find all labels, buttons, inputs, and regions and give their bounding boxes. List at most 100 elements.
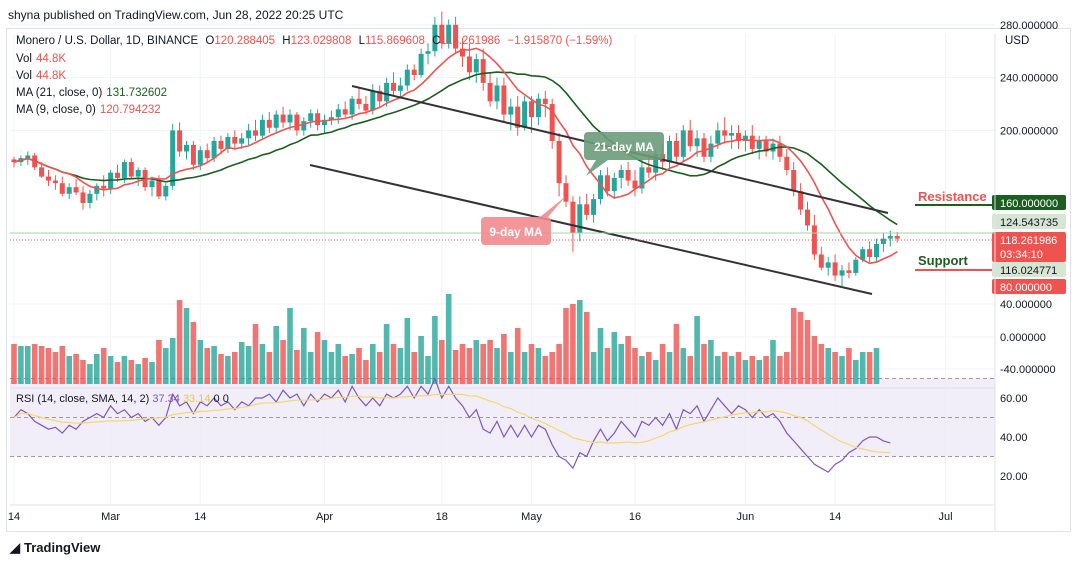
volume-bar	[735, 352, 742, 384]
volume-bar	[411, 352, 417, 384]
volume-bar	[18, 346, 24, 384]
candles	[11, 11, 900, 287]
candle-body	[687, 130, 693, 147]
volume-bar	[356, 348, 362, 384]
low-label: L	[358, 35, 365, 47]
volume-bar	[680, 348, 687, 384]
candle-body	[25, 155, 31, 159]
candle-body	[253, 130, 258, 136]
candle-body	[453, 24, 459, 49]
volume-bar	[611, 332, 618, 384]
rsi-tick-label: 40.00	[1000, 432, 1028, 444]
volume-bar	[87, 364, 93, 384]
candle-body	[880, 238, 886, 244]
open-label: O	[205, 35, 215, 47]
vol-value-2: 44.8K	[36, 70, 67, 82]
support-label: Support	[918, 253, 968, 268]
candle-body	[680, 130, 686, 157]
volume-bar	[307, 352, 314, 384]
volume-bar	[673, 324, 680, 384]
candle-body	[87, 193, 93, 203]
resistance-label: Resistance	[918, 189, 987, 204]
volume-bar	[439, 340, 445, 384]
ma9-legend: MA (9, close, 0) 120.794232	[16, 104, 165, 116]
volume-legend-1: Vol 44.8K	[16, 53, 70, 65]
candle-body	[432, 24, 438, 52]
candle-body	[874, 243, 879, 258]
volume-bar	[321, 340, 328, 384]
volume-bar	[52, 352, 59, 384]
candle-body	[749, 135, 755, 149]
volume-bar	[459, 344, 466, 384]
candle-body	[563, 183, 569, 202]
candle-body	[825, 262, 831, 268]
candle-body	[397, 85, 403, 91]
volume-bar	[763, 356, 769, 384]
candle-body	[473, 59, 479, 73]
rsi-tick-label: 60.00	[1000, 393, 1028, 405]
candle-body	[887, 236, 893, 239]
volume-bar	[487, 340, 493, 384]
volume-bar	[335, 344, 342, 384]
ma21-line	[13, 71, 898, 226]
candle-body	[404, 69, 410, 86]
volume-bar	[556, 344, 562, 384]
volume-bar	[708, 340, 714, 384]
volume-bar	[563, 308, 569, 384]
candle-body	[763, 140, 769, 152]
candle-body	[646, 167, 652, 173]
candle-body	[411, 69, 417, 75]
volume-bar	[445, 294, 452, 384]
volume-bar	[839, 356, 845, 384]
high-value: 123.029808	[290, 35, 352, 47]
rsi-label: RSI (14, close, SMA, 14, 2)	[16, 393, 150, 405]
volume-bar	[135, 364, 141, 384]
candle-body	[197, 150, 203, 165]
volume-bar	[211, 346, 217, 384]
candle-body	[94, 185, 100, 194]
price-tick-label: 200.000000	[1000, 125, 1058, 137]
volume-bar	[114, 362, 121, 384]
volume-bar	[701, 344, 707, 384]
volume-bar	[418, 336, 424, 384]
candle-body	[239, 138, 245, 144]
candle-body	[632, 180, 638, 189]
candle-body	[335, 109, 341, 118]
volume-bar	[832, 352, 838, 384]
candle-body	[611, 177, 617, 192]
volume-bar	[328, 352, 335, 384]
volume-bar	[31, 344, 38, 384]
candle-body	[363, 104, 369, 111]
volume-bar	[797, 312, 804, 384]
candle-body	[742, 135, 748, 141]
time-tick-label: Mar	[101, 511, 120, 523]
volume-bar	[770, 340, 776, 384]
candle-body	[508, 106, 514, 115]
candle-body	[149, 180, 155, 188]
volume-bar	[825, 348, 831, 384]
volume-bar	[494, 348, 500, 384]
volume-bar	[480, 344, 486, 384]
volume-bar	[466, 348, 473, 384]
tradingview-brand: ◢ TradingView	[10, 540, 100, 556]
volume-bar	[80, 360, 86, 384]
rsi-sma-value: 33.14	[182, 393, 211, 405]
price-tick-label: -40.000000	[1000, 364, 1056, 376]
ma9-value: 120.794232	[99, 104, 161, 116]
volume-bar	[666, 352, 673, 384]
candle-body	[673, 140, 679, 157]
price-badge-label: 116.024771	[1000, 265, 1057, 277]
close-value: 118.261986	[440, 35, 501, 47]
volume-bar	[473, 340, 480, 384]
volume-bar	[301, 328, 307, 384]
volume-bar	[225, 356, 231, 384]
candle-body	[301, 121, 307, 131]
ma21-callout-label: 21-day MA	[594, 140, 654, 154]
candle-body	[598, 175, 603, 200]
volume-bar	[514, 328, 521, 384]
candle-body	[190, 144, 196, 165]
volume-bar	[742, 360, 749, 384]
candle-body	[867, 249, 873, 258]
candle-body	[446, 24, 452, 44]
